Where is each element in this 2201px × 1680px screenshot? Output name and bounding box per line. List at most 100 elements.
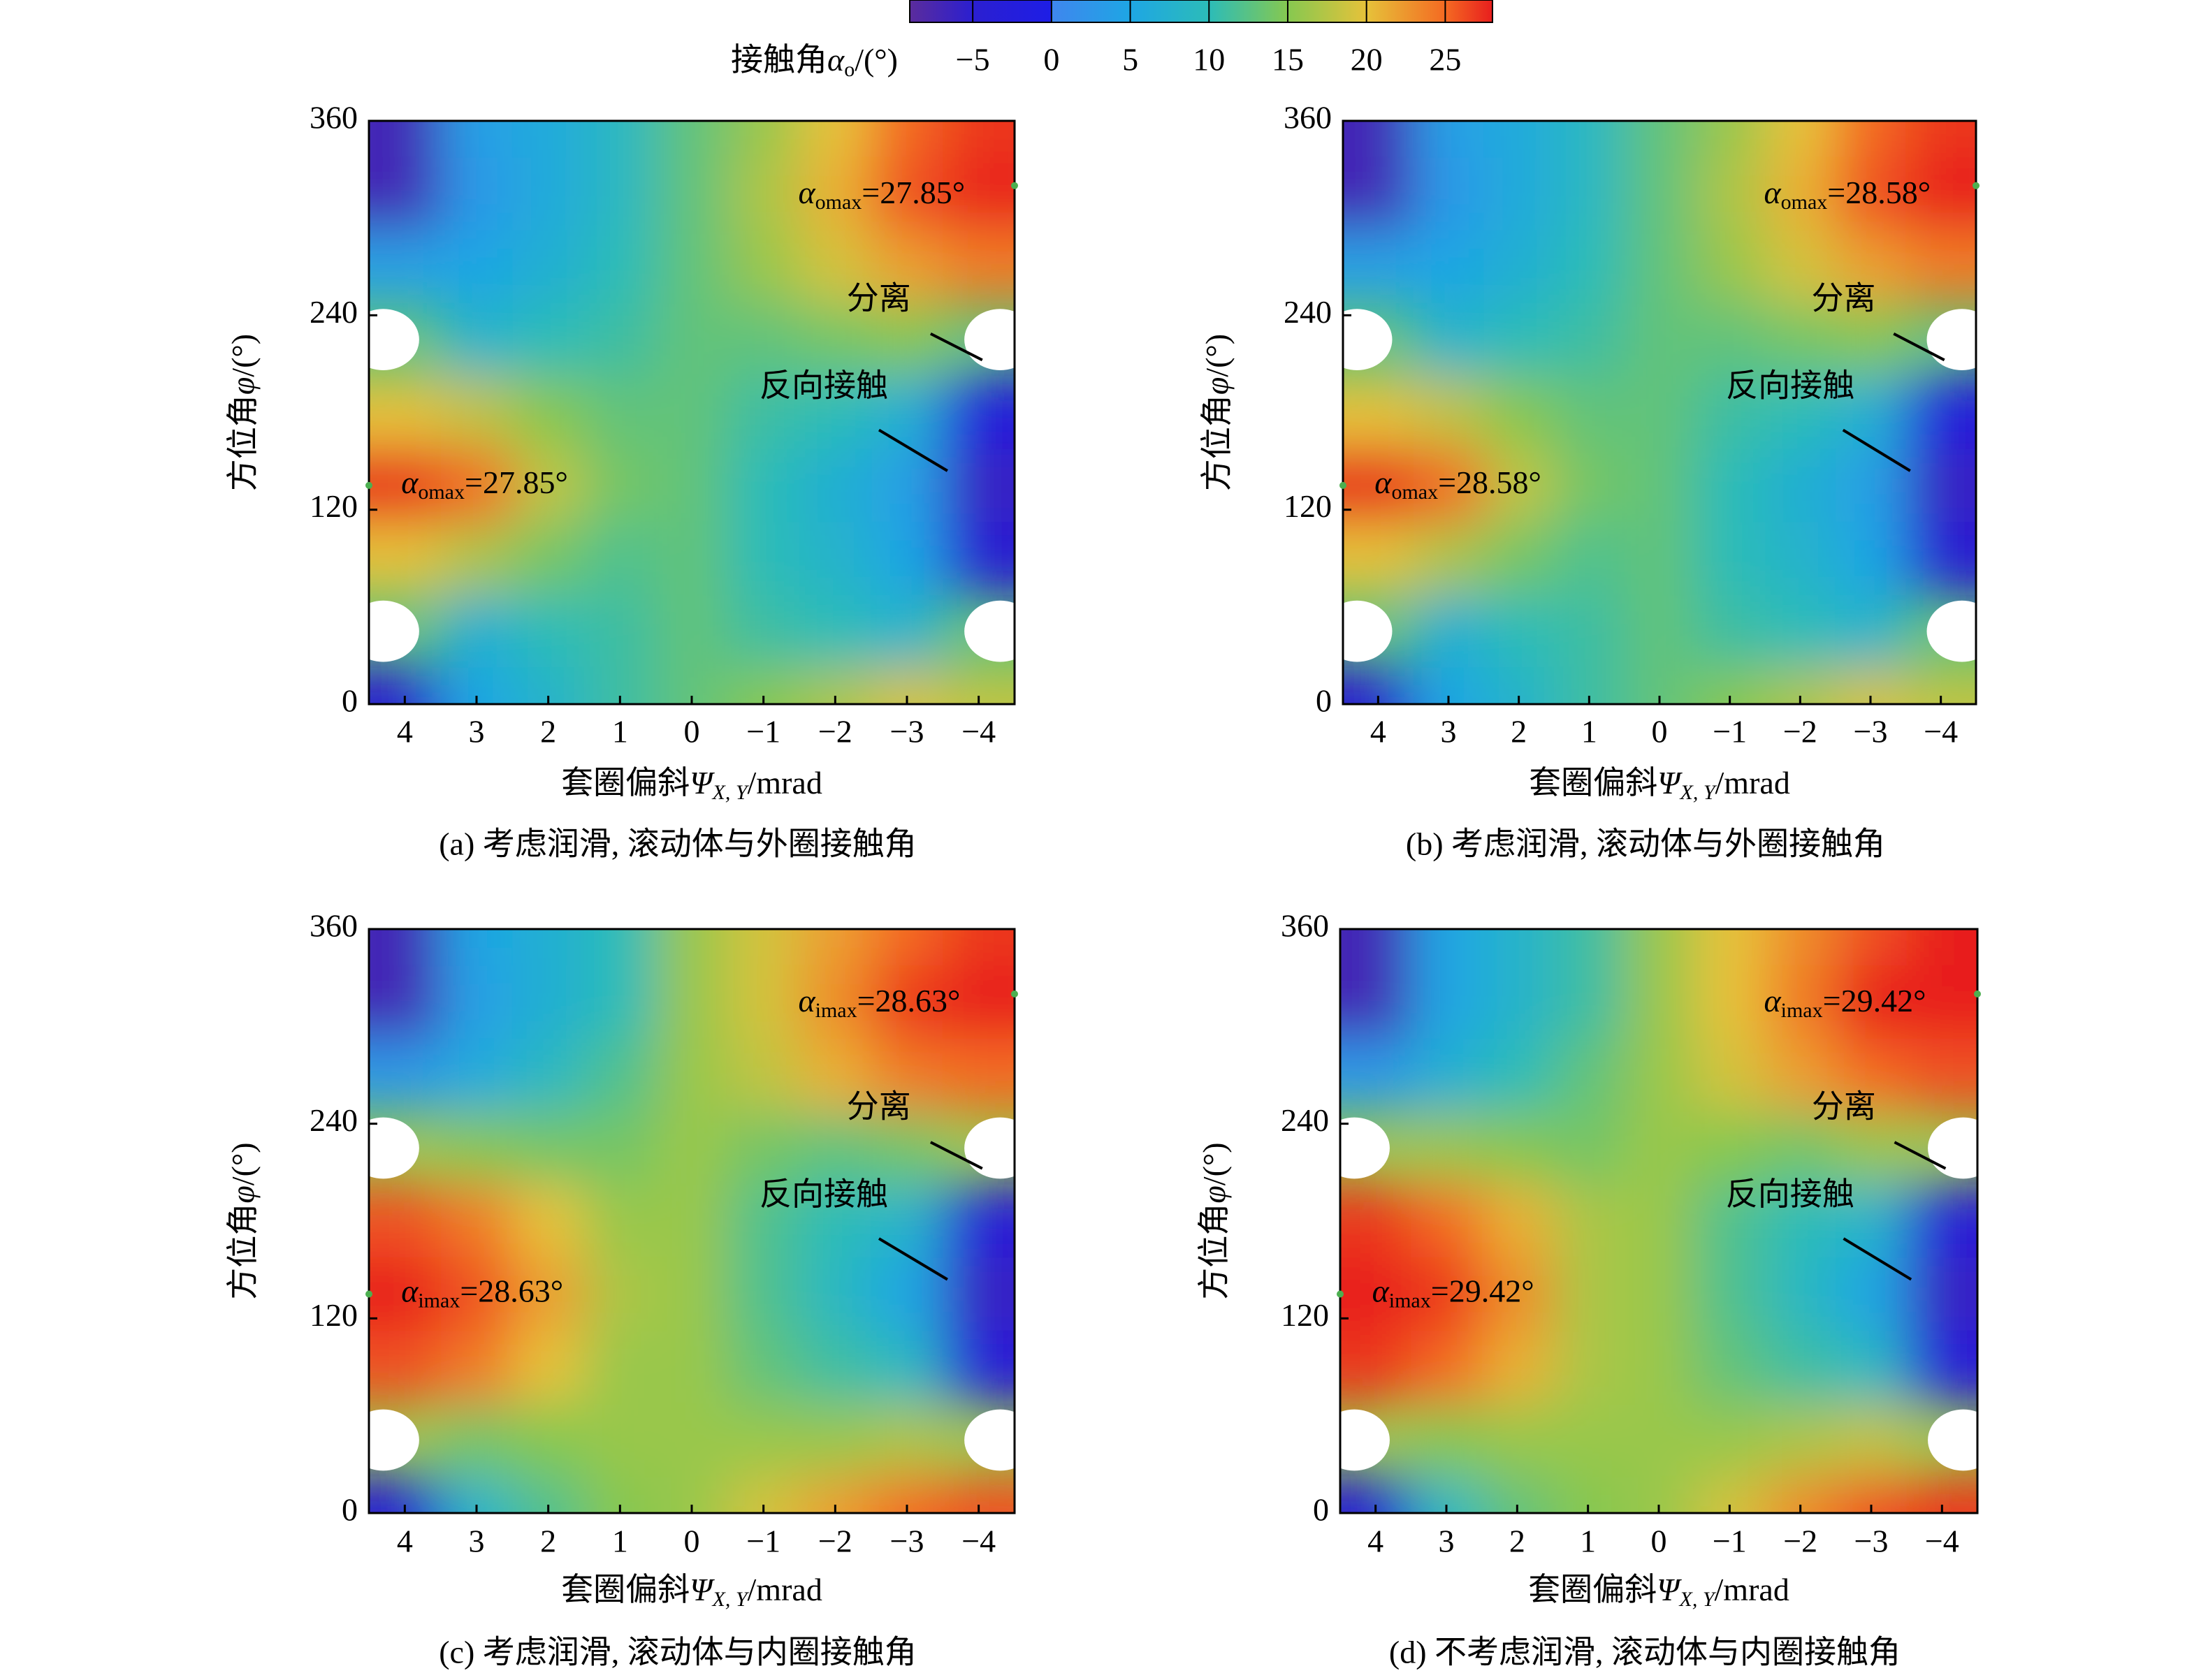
title-unit: /(°): [225, 1142, 261, 1185]
heatmap-cell: [1694, 594, 1765, 668]
x-tick-label: 2: [540, 1524, 556, 1559]
x-tick-label: 1: [612, 714, 628, 750]
heatmap-cell: [1623, 1184, 1694, 1258]
max-text: =28.63°: [857, 983, 961, 1018]
heatmap-cell: [1765, 965, 1836, 1039]
max-text: =29.42°: [1823, 983, 1926, 1018]
annotation: 反向接触: [1726, 1176, 1854, 1212]
colorbar-label: 接触角αo/(°): [731, 42, 898, 81]
heatmap-cell: [512, 965, 584, 1039]
max-sub: omax: [1391, 481, 1438, 504]
heatmap-cell: [1343, 376, 1414, 449]
heatmap-cell: [655, 522, 728, 595]
heatmap-cell: [943, 448, 1015, 523]
heatmap-cell: [1905, 448, 1976, 523]
title-main: 方位角: [225, 395, 261, 491]
title-unit: /(°): [1196, 1142, 1232, 1185]
heatmap-cell: [1694, 1257, 1765, 1331]
heatmap-cell: [727, 1330, 799, 1404]
heatmap-cell: [1411, 1111, 1482, 1185]
no-contact-region: [964, 1117, 1015, 1179]
max-symbol: α: [798, 983, 815, 1018]
title-symbol: φ: [1196, 1185, 1232, 1203]
heatmap-cell: [799, 522, 871, 595]
heatmap-cell: [871, 965, 943, 1039]
title-sub: X, Y: [712, 781, 750, 804]
heatmap-cell: [1340, 1476, 1411, 1513]
heatmap-cell: [512, 1403, 584, 1477]
heatmap-cell: [512, 448, 584, 523]
heatmap-cell: [1905, 230, 1976, 303]
x-tick-label: −1: [1713, 714, 1747, 750]
leader-line: [929, 1141, 983, 1170]
heatmap-cell: [440, 157, 513, 231]
max-symbol: α: [1764, 174, 1781, 210]
heatmap-cell: [1411, 1330, 1482, 1404]
heatmap-cell: [943, 965, 1015, 1039]
heatmap-cell: [440, 448, 513, 523]
heatmap-cell: [369, 1330, 441, 1404]
heatmap-cell: [512, 1330, 584, 1404]
title-unit: /(°): [225, 334, 261, 377]
heatmap-cell: [871, 1257, 943, 1331]
x-axis-title: 套圈偏斜ΨX, Y/mrad: [1529, 765, 1790, 804]
heatmap-cell: [1906, 1184, 1977, 1258]
heatmap-cell: [799, 230, 871, 303]
heatmap-cell: [1624, 376, 1695, 449]
heatmap-cell: [1694, 302, 1765, 377]
max-point: [365, 1290, 372, 1298]
annotation: 反向接触: [760, 368, 888, 404]
heatmap-cell: [1765, 121, 1836, 158]
heatmap-cell: [512, 522, 584, 595]
max-label: αomax=28.58°: [1764, 174, 1931, 213]
colorbar-tick-label: 15: [1272, 42, 1304, 78]
x-tick-label: 0: [684, 714, 700, 750]
heatmap-cell: [584, 230, 656, 303]
heatmap-cell: [369, 376, 441, 449]
heatmap-cell: [1481, 1330, 1553, 1404]
heatmap-cell: [871, 522, 943, 595]
x-tick-label: 0: [1652, 714, 1668, 750]
heatmap-cell: [1553, 1038, 1624, 1112]
max-text: =28.58°: [1438, 464, 1541, 499]
max-point: [1011, 182, 1018, 189]
title-unit: /mrad: [1715, 765, 1790, 801]
heatmap-cell: [655, 376, 728, 449]
heatmap-cell: [1411, 1184, 1482, 1258]
heatmap: [369, 121, 1015, 704]
heatmap-cell: [369, 121, 441, 158]
heatmap-cell: [799, 1111, 871, 1185]
heatmap-cell: [1765, 448, 1836, 523]
heatmap-cell: [943, 1257, 1015, 1331]
max-text: =27.85°: [862, 174, 965, 210]
heatmap: [1340, 929, 1977, 1513]
leader-line: [878, 1237, 948, 1281]
heatmap-cell: [1340, 1038, 1411, 1112]
title-main: 套圈偏斜: [1528, 1572, 1657, 1607]
heatmap-cell: [512, 594, 584, 668]
max-point: [1337, 1290, 1344, 1298]
heatmap-cell: [871, 594, 943, 668]
heatmap-cell: [727, 230, 799, 303]
title-sub: X, Y: [1679, 1588, 1717, 1611]
heatmap-cell: [440, 594, 513, 668]
max-text: =29.42°: [1431, 1273, 1534, 1308]
heatmap-cell: [1836, 965, 1907, 1039]
no-contact-region: [1926, 600, 1976, 662]
heatmap-cell: [799, 594, 871, 668]
heatmap-cell: [1343, 230, 1414, 303]
max-sub: omax: [815, 191, 862, 214]
title-symbol: φ: [225, 1185, 261, 1203]
max-sub: imax: [418, 1289, 460, 1312]
heatmap-cell: [369, 1184, 441, 1258]
heatmap-cell: [727, 157, 799, 231]
max-point: [365, 481, 372, 489]
heatmap-cell: [1553, 1330, 1624, 1404]
heatmap-cell: [1835, 230, 1906, 303]
heatmap-cell: [1765, 230, 1836, 303]
heatmap-cell: [440, 230, 513, 303]
heatmap-cell: [1413, 448, 1484, 523]
heatmap-cell: [1411, 1257, 1482, 1331]
heatmap-cell: [1765, 1403, 1836, 1477]
heatmap-cell: [1623, 1257, 1694, 1331]
